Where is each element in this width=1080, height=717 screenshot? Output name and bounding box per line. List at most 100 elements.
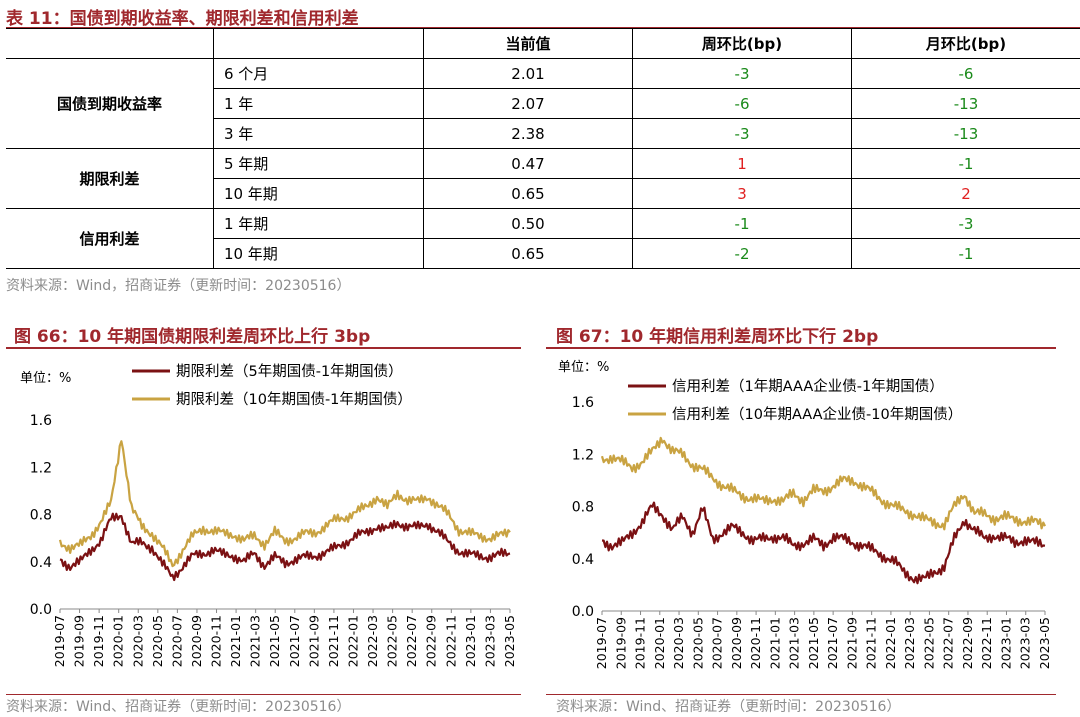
x-tick-label: 2021-11: [864, 617, 879, 669]
table-cell-wow-change: 3: [632, 178, 853, 209]
chart-67: 单位：% 0.0 0.4 0.8 1.2 1.6 2019-07 2019-09 2019-11…: [558, 360, 1052, 669]
y-tick-label: 1.6: [572, 395, 594, 411]
table-cell-wow-change: 1: [632, 148, 853, 179]
x-tick-label: 2021-05: [267, 615, 282, 667]
x-tick-label: 2020-11: [209, 615, 224, 667]
table-header-row: 当前值 周环比(bp) 月环比(bp): [6, 28, 1080, 59]
table-header-cell: [212, 28, 424, 59]
table-cell-row-label: 10 年期: [212, 178, 424, 209]
x-tick-label: 2021-07: [825, 617, 840, 669]
x-tick-label: 2023-01: [463, 615, 478, 667]
table-cell-current-value: 0.47: [422, 148, 634, 179]
y-tick-label: 1.6: [30, 413, 52, 429]
unit-label: 单位：%: [20, 371, 71, 386]
table-cell-row-label: 5 年期: [212, 148, 424, 179]
table-cell-row-label: 6 个月: [212, 58, 424, 89]
y-tick-label: 0.0: [30, 602, 52, 618]
table-header-cell: 周环比(bp): [632, 28, 853, 59]
table-top-rule: [6, 27, 1080, 28]
x-tick-label: 2021-09: [306, 615, 321, 667]
x-tick-label: 2021-09: [844, 617, 859, 669]
table-group-label: 期限利差: [6, 148, 214, 209]
y-tick-label: 0.4: [30, 555, 52, 571]
x-tick-label: 2019-11: [633, 617, 648, 669]
table-cell-mom-change: -1: [851, 238, 1080, 269]
table-cell-wow-change: -1: [632, 208, 853, 239]
table-group-label: 国债到期收益率: [6, 58, 214, 149]
x-tick-label: 2021-05: [806, 617, 821, 669]
table-cell-current-value: 0.50: [422, 208, 634, 239]
x-tick-label: 2022-05: [385, 615, 400, 667]
x-tick-label: 2021-07: [287, 615, 302, 667]
x-tick-label: 2020-05: [150, 615, 165, 667]
y-tick-label: 0.8: [30, 508, 52, 524]
x-tick-label: 2023-03: [482, 615, 497, 667]
x-tick-label: 2022-01: [883, 617, 898, 669]
x-tick-label: 2023-03: [1018, 617, 1033, 669]
table-cell-mom-change: -1: [851, 148, 1080, 179]
table-row: 1 年 2.07 -6 -13: [6, 88, 1080, 119]
x-tick-label: 2022-11: [979, 617, 994, 669]
x-tick-label: 2019-11: [91, 615, 106, 667]
table-source: 资料来源：Wind，招商证券（更新时间：20230516）: [6, 278, 351, 294]
x-tick-label: 2020-07: [169, 615, 184, 667]
table-cell-mom-change: -3: [851, 208, 1080, 239]
table-row: 10 年期 0.65 -2 -1: [6, 238, 1080, 269]
x-tick-label: 2020-11: [748, 617, 763, 669]
table-cell-mom-change: 2: [851, 178, 1080, 209]
chart-66-title: 图 66：10 年期国债期限利差周环比上行 3bp: [14, 327, 371, 347]
x-tick-label: 2023-05: [1037, 617, 1052, 669]
x-tick-label: 2019-07: [52, 615, 67, 667]
x-tick-label: 2020-01: [652, 617, 667, 669]
x-tick-label: 2020-09: [729, 617, 744, 669]
x-tick-label: 2022-03: [902, 617, 917, 669]
x-tick-label: 2021-03: [248, 615, 263, 667]
table-row: 信用利差 1 年期 0.50 -1 -3: [6, 208, 1080, 269]
x-tick-label: 2022-07: [941, 617, 956, 669]
legend-label: 期限利差（10年期国债-1年期国债）: [176, 391, 412, 408]
table-row: 国债到期收益率 6 个月 2.01 -3 -6: [6, 58, 1080, 149]
table-cell-row-label: 10 年期: [212, 238, 424, 269]
chart-66-source: 资料来源：Wind、招商证券（更新时间：20230516）: [6, 699, 351, 715]
chart-66-title-rule: [6, 347, 521, 349]
x-tick-label: 2023-05: [502, 615, 517, 667]
chart-66-bottom-rule: [6, 694, 521, 695]
x-tick-label: 2019-09: [613, 617, 628, 669]
table-cell-current-value: 0.65: [422, 178, 634, 209]
table-header-cell: 当前值: [422, 28, 634, 59]
x-tick-label: 2019-07: [594, 617, 609, 669]
x-tick-label: 2022-01: [345, 615, 360, 667]
table-cell-wow-change: -3: [632, 118, 853, 149]
legend-label: 期限利差（5年期国债-1年期国债）: [176, 363, 403, 380]
table-cell-mom-change: -6: [851, 58, 1080, 89]
table-cell-mom-change: -13: [851, 88, 1080, 119]
chart-67-title-rule: [546, 347, 1056, 349]
x-tick-label: 2022-03: [365, 615, 380, 667]
x-tick-label: 2020-07: [710, 617, 725, 669]
table-cell-row-label: 3 年: [212, 118, 424, 149]
series-line-1: [601, 501, 1046, 585]
table-cell-current-value: 0.65: [422, 238, 634, 269]
unit-label: 单位：%: [558, 360, 609, 375]
x-tick-label: 2021-03: [787, 617, 802, 669]
x-tick-label: 2022-09: [424, 615, 439, 667]
table-group-label: 信用利差: [6, 208, 214, 269]
table-cell-wow-change: -2: [632, 238, 853, 269]
table-cell-row-label: 1 年期: [212, 208, 424, 239]
x-tick-label: 2020-03: [130, 615, 145, 667]
chart-67-bottom-rule: [546, 694, 1056, 695]
chart-67-source: 资料来源：Wind、招商证券（更新时间：20230516）: [556, 699, 901, 715]
series-line-2: [600, 436, 1046, 531]
table-header-cell: [6, 28, 214, 59]
x-tick-label: 2020-01: [111, 615, 126, 667]
x-tick-label: 2022-07: [404, 615, 419, 667]
table-header-cell: 月环比(bp): [851, 28, 1080, 59]
x-tick-label: 2020-09: [189, 615, 204, 667]
x-tick-label: 2020-05: [690, 617, 705, 669]
y-tick-label: 0.8: [572, 500, 594, 516]
x-tick-label: 2022-05: [921, 617, 936, 669]
table-cell-mom-change: -13: [851, 118, 1080, 149]
x-tick-label: 2023-01: [998, 617, 1013, 669]
table-cell-current-value: 2.01: [422, 58, 634, 89]
series-line-1: [59, 512, 511, 582]
